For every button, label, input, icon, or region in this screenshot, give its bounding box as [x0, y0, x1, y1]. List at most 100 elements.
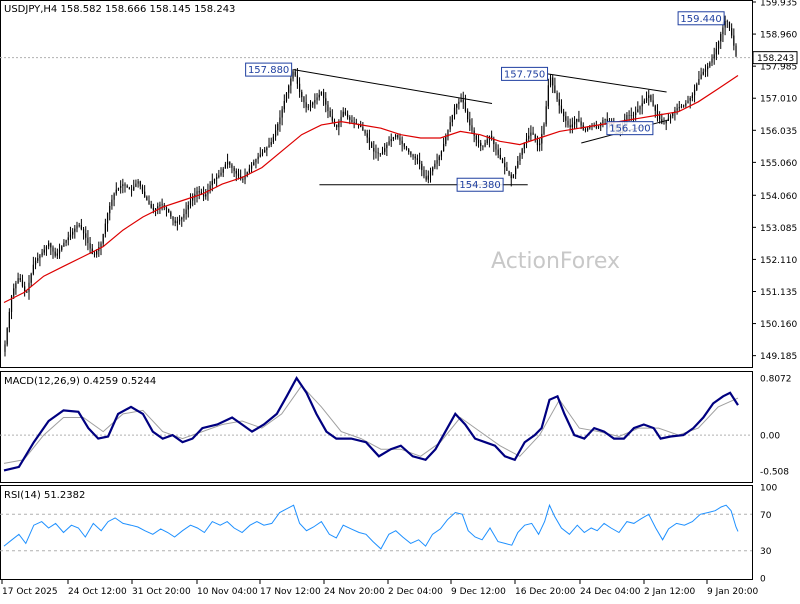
price-annotation-box: [456, 177, 504, 192]
candle-body: [482, 145, 484, 147]
candle-body: [554, 85, 556, 94]
candle-body: [198, 191, 200, 193]
candle-body: [654, 105, 656, 111]
candle-body: [643, 100, 645, 104]
candle-body: [307, 106, 309, 108]
candle-body: [373, 147, 375, 152]
candle-body: [248, 168, 250, 173]
candle-body: [528, 135, 530, 139]
candle-body: [296, 75, 299, 84]
candle-body: [305, 102, 307, 108]
candle-body: [137, 181, 139, 184]
candle-body: [477, 139, 480, 143]
candle-body: [264, 150, 266, 153]
candle-body: [279, 117, 281, 125]
candle-body: [235, 170, 237, 174]
candle-body: [48, 243, 50, 247]
candle-body: [10, 295, 13, 312]
candle-body: [174, 220, 176, 224]
candle-body: [464, 102, 467, 111]
candle-body: [731, 28, 733, 36]
candle-body: [506, 167, 508, 171]
candle-body: [700, 74, 702, 79]
candle-body: [351, 119, 353, 122]
candle-body: [519, 154, 521, 162]
candle-body: [39, 255, 41, 259]
candle-body: [401, 140, 403, 144]
candle-body: [226, 161, 229, 165]
x-tick-label: 9 Jan 20:00: [707, 587, 759, 597]
candle-body: [157, 206, 159, 209]
candle-body: [37, 258, 39, 261]
candle-body: [200, 192, 202, 195]
candle-body: [495, 144, 497, 150]
candle-body: [318, 94, 320, 98]
candle-body: [713, 54, 715, 59]
candle-body: [648, 95, 650, 98]
price-tick-label: 158.960: [760, 31, 797, 41]
candle-body: [587, 128, 589, 131]
candle-body: [628, 114, 630, 116]
candle-body: [728, 21, 731, 29]
candle-body: [480, 142, 482, 146]
candle-body: [421, 163, 423, 171]
candle-body: [541, 133, 543, 144]
x-tick-label: 2 Jan 12:00: [644, 587, 696, 597]
candle-body: [458, 101, 460, 104]
candle-body: [298, 83, 301, 92]
candle-body: [379, 153, 381, 155]
rsi-tick-label: 30: [760, 547, 772, 557]
price-annotation-box: [677, 11, 725, 26]
macd-signal-line: [3, 384, 739, 464]
candle-body: [704, 69, 707, 72]
candle-body: [349, 117, 351, 120]
candle-body: [32, 264, 34, 274]
candle-body: [242, 179, 244, 180]
candle-body: [539, 143, 541, 146]
candle-body: [576, 119, 578, 122]
candle-body: [462, 99, 464, 103]
candle-body: [82, 229, 85, 234]
candle-body: [85, 233, 87, 238]
candle-body: [440, 151, 443, 157]
candle-body: [336, 124, 338, 128]
candle-body: [560, 105, 563, 112]
candle-body: [702, 71, 704, 75]
candle-body: [133, 186, 135, 190]
candle-body: [111, 199, 113, 206]
price-annotation-label: 157.750: [504, 69, 545, 80]
candle-body: [355, 122, 357, 124]
x-tick-label: 24 Oct 12:00: [68, 587, 127, 597]
candle-body: [45, 246, 48, 250]
candle-body: [76, 225, 78, 229]
candle-body: [456, 103, 458, 108]
candle-body: [100, 243, 102, 248]
x-tick-label: 10 Nov 04:00: [197, 587, 258, 597]
candle-body: [451, 114, 453, 123]
candle-body: [410, 152, 412, 155]
candle-body: [233, 167, 235, 171]
candle-body: [726, 21, 728, 22]
candle-body: [523, 142, 525, 149]
candle-body: [399, 137, 401, 141]
current-price-tag: [752, 51, 798, 65]
candle-body: [205, 194, 207, 197]
candle-body: [288, 85, 290, 93]
candle-body: [491, 135, 493, 139]
candle-body: [676, 108, 678, 111]
candle-body: [508, 170, 510, 175]
candle-body: [126, 185, 128, 188]
candle-body: [250, 165, 253, 169]
candle-body: [384, 148, 386, 152]
candle-body: [434, 163, 436, 168]
candle-body: [394, 134, 397, 137]
candle-body: [202, 194, 205, 197]
candle-body: [720, 34, 722, 42]
candle-body: [427, 175, 429, 180]
candle-body: [19, 278, 21, 281]
candle-body: [312, 102, 314, 105]
candle-body: [403, 143, 405, 147]
price-annotation-label: 154.380: [459, 180, 500, 191]
candle-body: [113, 193, 115, 200]
candle-body: [128, 187, 130, 190]
